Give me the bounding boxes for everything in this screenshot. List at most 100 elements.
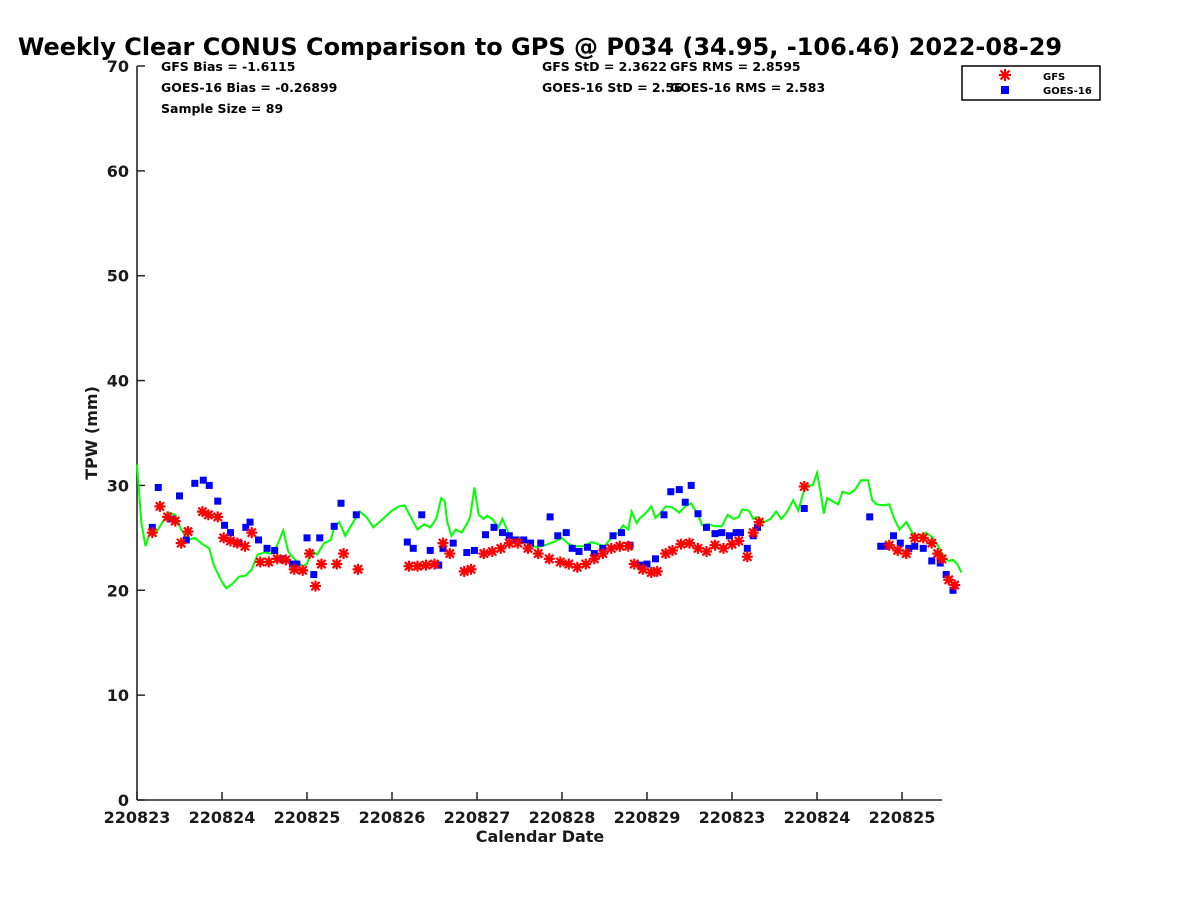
gps-series-line <box>136 464 963 590</box>
gfs-point <box>741 551 753 563</box>
goes16-point <box>754 523 761 531</box>
gfs-point-stroke <box>429 559 440 569</box>
gfs-point-stroke <box>901 548 912 559</box>
gfs-point <box>900 548 912 560</box>
goes16-point <box>905 544 913 552</box>
gfs-point <box>315 558 327 570</box>
legend-gfs-marker <box>999 69 1011 81</box>
goes16-point <box>352 511 360 519</box>
y-tick-label: 40 <box>107 372 129 391</box>
gfs-point-stroke <box>176 538 187 549</box>
goes16-point <box>310 571 318 579</box>
gfs-point <box>667 544 678 556</box>
gfs-point-stroke <box>693 543 703 554</box>
gfs-point <box>798 480 810 492</box>
gfs-point <box>917 532 929 544</box>
gfs-point <box>352 563 364 575</box>
goes16-point <box>176 492 183 500</box>
goes16-point <box>418 511 426 519</box>
gfs-point-stroke <box>932 548 943 559</box>
goes16-point <box>618 529 625 537</box>
goes16-point <box>919 544 927 552</box>
gfs-point-stroke <box>240 541 250 552</box>
x-tick-label: 220823 <box>699 808 766 827</box>
goes16-point <box>732 529 740 537</box>
gfs-point-stroke <box>884 540 895 551</box>
y-tick-label: 10 <box>107 686 129 705</box>
x-tick-label: 220828 <box>529 808 596 827</box>
goes16-point <box>255 536 263 544</box>
x-tick-label: 220829 <box>614 808 681 827</box>
goes16-point <box>652 555 659 563</box>
legend-gfs-asterisk <box>999 69 1011 81</box>
goes16-point <box>537 539 545 547</box>
gfs-point <box>154 500 166 512</box>
x-tick-label: 220826 <box>359 808 426 827</box>
legend-gfs-asterisk-stroke <box>999 69 1011 81</box>
goes16-point <box>316 534 324 542</box>
gfs-point <box>297 564 309 576</box>
goes16-point <box>636 561 644 569</box>
goes16-point <box>154 484 162 492</box>
gfs-point-stroke <box>754 517 765 528</box>
gfs-point-stroke <box>555 557 566 567</box>
gfs-point <box>522 542 534 554</box>
plot-area: 0 10 20 30 40 50 60 70 220823 220824 220825 220826 2… <box>104 57 963 827</box>
y-tick-label: 0 <box>118 791 129 810</box>
gfs-point <box>444 548 456 560</box>
gfs-point-stroke <box>183 526 193 537</box>
gfs-point <box>254 556 266 568</box>
gfs-point <box>310 580 321 592</box>
goes16-point <box>711 530 719 538</box>
goes16-point <box>866 513 874 521</box>
gfs-point-stroke <box>597 548 608 559</box>
goes16-point <box>527 539 535 547</box>
goes16-point <box>703 523 710 531</box>
goes16-point <box>737 529 744 537</box>
gfs-point-stroke <box>742 551 753 562</box>
gfs-point <box>182 526 194 538</box>
goes16-point <box>199 476 207 484</box>
x-axis-label: Calendar Date <box>476 827 605 846</box>
goes16-point <box>482 531 489 539</box>
gfs-point <box>331 558 343 570</box>
gfs-point-stroke <box>563 559 574 569</box>
gfs-point <box>651 565 663 577</box>
goes16-point <box>403 538 411 546</box>
gfs-point <box>465 563 477 575</box>
gfs-point <box>202 509 214 521</box>
gfs-point-stroke <box>652 566 663 577</box>
gfs-point-stroke <box>212 511 223 522</box>
goes16-point <box>568 544 576 552</box>
legend-goes16-label: GOES-16 <box>1043 86 1092 97</box>
gfs-point <box>588 553 600 565</box>
goes16-point <box>227 529 234 537</box>
goes16-point <box>928 557 936 565</box>
gfs-point-stroke <box>304 548 315 559</box>
gfs-point-stroke <box>316 559 327 569</box>
goes16-point <box>890 532 897 540</box>
goes16-point <box>743 544 751 552</box>
gfs-point <box>753 516 765 528</box>
goes16-point <box>718 529 726 537</box>
legend: GFS GOES-16 <box>961 65 1101 101</box>
gfs-point <box>926 537 938 549</box>
goes16-point <box>725 532 733 540</box>
gfs-point <box>304 548 316 560</box>
x-tick-label: 220824 <box>189 808 256 827</box>
gfs-point <box>495 542 507 554</box>
gfs-point-stroke <box>353 564 363 575</box>
x-tick-label: 220823 <box>104 808 171 827</box>
gfs-point-stroke <box>799 481 810 492</box>
gfs-point <box>554 556 566 568</box>
gfs-point-stroke <box>504 538 515 549</box>
gfs-point <box>709 539 721 551</box>
gfs-point-stroke <box>487 546 498 557</box>
goes16-point <box>470 546 478 554</box>
gfs-point-stroke <box>466 564 476 575</box>
gfs-point-stroke <box>272 553 283 564</box>
gfs-point <box>692 542 704 554</box>
stat-goes16-rms: GOES-16 RMS = 2.583 <box>670 80 825 95</box>
gfs-point-stroke <box>623 541 634 552</box>
